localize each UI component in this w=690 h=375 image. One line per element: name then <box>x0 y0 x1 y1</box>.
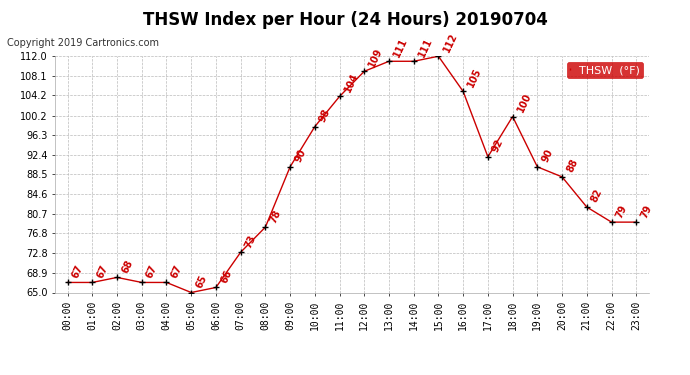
Text: 105: 105 <box>466 66 484 88</box>
Text: 98: 98 <box>317 107 333 124</box>
Text: 109: 109 <box>367 46 384 69</box>
Text: 111: 111 <box>392 36 409 58</box>
Text: 67: 67 <box>70 263 85 280</box>
Text: 92: 92 <box>491 138 506 154</box>
Text: 79: 79 <box>639 203 654 219</box>
Text: 67: 67 <box>95 263 110 280</box>
Text: 67: 67 <box>169 263 184 280</box>
Text: 67: 67 <box>144 263 159 280</box>
Text: 90: 90 <box>293 148 308 164</box>
Text: 65: 65 <box>194 273 209 290</box>
Text: 88: 88 <box>565 158 580 174</box>
Text: 79: 79 <box>614 203 629 219</box>
Text: 104: 104 <box>342 71 360 94</box>
Text: 66: 66 <box>219 268 233 285</box>
Text: 100: 100 <box>515 91 533 114</box>
Text: 82: 82 <box>589 188 604 204</box>
Legend: THSW  (°F): THSW (°F) <box>566 62 643 78</box>
Text: Copyright 2019 Cartronics.com: Copyright 2019 Cartronics.com <box>7 38 159 48</box>
Text: THSW Index per Hour (24 Hours) 20190704: THSW Index per Hour (24 Hours) 20190704 <box>143 11 547 29</box>
Text: 73: 73 <box>244 233 258 249</box>
Text: 112: 112 <box>441 31 459 54</box>
Text: 78: 78 <box>268 208 283 224</box>
Text: 90: 90 <box>540 148 555 164</box>
Text: 68: 68 <box>120 258 135 274</box>
Text: 111: 111 <box>417 36 434 58</box>
